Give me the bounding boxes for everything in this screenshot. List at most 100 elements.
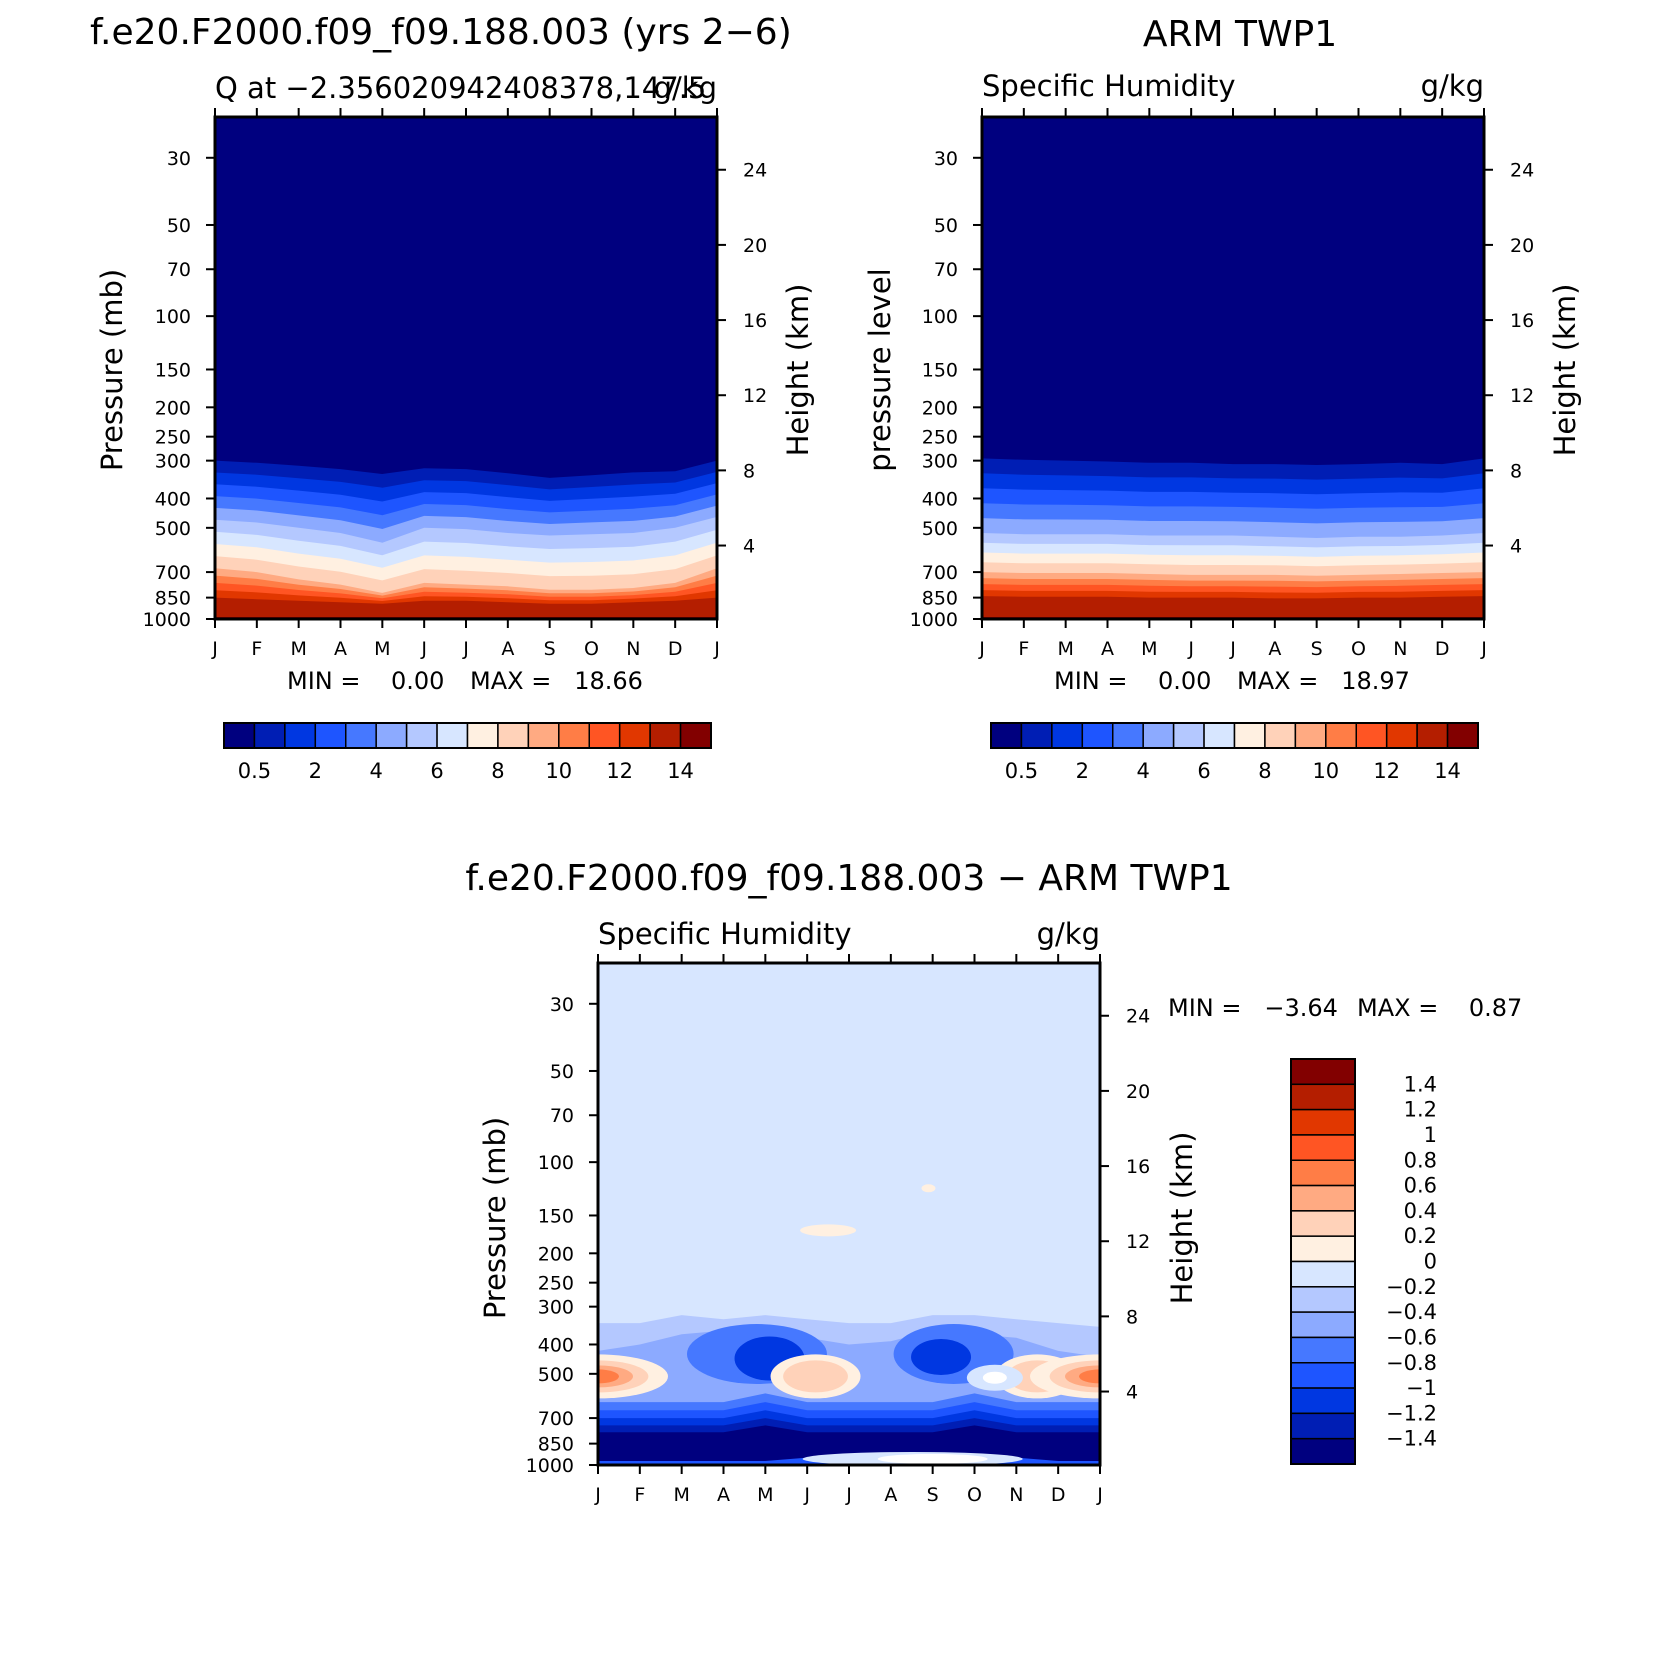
panel-diff-max-text: MAX = 0.87 (1357, 994, 1522, 1022)
panel-obs-height-tick-label: 24 (1510, 160, 1534, 182)
panel-diff-colorbar-box (1290, 1184, 1356, 1212)
panel-obs-ytick-label: 200 (922, 397, 958, 419)
panel-model-xtick-label: M (290, 638, 306, 660)
panel-obs-colorbar-box (1264, 722, 1297, 749)
panel-model-colorbar-box (527, 722, 560, 749)
panel-obs-xtick-label: A (1268, 638, 1281, 660)
panel-model-height-tick-label: 16 (743, 310, 767, 332)
panel-model-height-tick-label: 24 (743, 160, 767, 182)
panel-diff-blob (911, 1339, 972, 1376)
panel-obs-xtick-label: J (978, 638, 985, 660)
panel-model-colorbar-box (314, 722, 347, 749)
panel-model-xtick-label: F (251, 638, 262, 660)
panel-diff-min-text: MIN = −3.64 (1168, 994, 1338, 1022)
panel-model-colorbar-box (405, 722, 438, 749)
panel-diff-colorbar-label: 0.2 (1404, 1224, 1437, 1248)
panel-obs-colorbar-box (1172, 722, 1205, 749)
panel-model-colorbar-box (466, 722, 499, 749)
panel-obs-subtitle-right: g/kg (1421, 69, 1484, 103)
panel-obs-colorbar-box (1416, 722, 1449, 749)
panel-diff-height-tick-label: 8 (1126, 1306, 1138, 1328)
panel-model-colorbar-box (436, 722, 469, 749)
panel-model-ytick-label: 850 (155, 588, 191, 610)
panel-obs-ytick-label: 250 (922, 427, 958, 449)
panel-diff-colorbar-box (1290, 1336, 1356, 1364)
panel-obs-colorbar-box (1020, 722, 1053, 749)
panel-diff-colorbar-box (1290, 1235, 1356, 1263)
panel-obs-colorbar: 0.5 2 4 6 8 10 12 14 (990, 722, 1479, 783)
panel-obs-colorbar-box (1385, 722, 1418, 749)
panel-obs-min-text: MIN = 0.00 (1054, 667, 1211, 695)
panel-model-ytick-label: 150 (155, 359, 191, 381)
panel-model-colorbar-label: 4 (370, 759, 383, 783)
panel-model-colorbar-box (649, 722, 682, 749)
panel-diff-xtick-label: J (594, 1484, 601, 1506)
panel-diff-colorbar-label: 1.2 (1404, 1098, 1437, 1122)
panel-obs-height-tick-label: 16 (1510, 310, 1534, 332)
panel-diff-subtitle-left: Specific Humidity (598, 917, 852, 951)
panel-model-xtick-label: A (501, 638, 514, 660)
panel-model: f.e20.F2000.f09_f09.188.003 (yrs 2−6) Q … (90, 12, 815, 783)
panel-model-colorbar-box (223, 722, 256, 749)
panel-obs-xtick-label: S (1311, 638, 1323, 660)
panel-diff-colorbar-label: 1.4 (1404, 1072, 1437, 1096)
panel-obs-ytick-label: 300 (922, 451, 958, 473)
panel-obs: ARM TWP1 Specific Humidity g/kg J F M A M J J A… (863, 14, 1582, 783)
panel-model-min-text: MIN = 0.00 (287, 667, 444, 695)
panel-obs-colorbar-label: 4 (1137, 759, 1150, 783)
panel-obs-ytick-label: 850 (922, 588, 958, 610)
panel-diff-xtick-label: J (803, 1484, 810, 1506)
panel-diff-ytick-label: 850 (538, 1434, 574, 1456)
panel-obs-ytick-label: 150 (922, 359, 958, 381)
panel-diff-ytick-label: 300 (538, 1297, 574, 1319)
panel-diff-blob (800, 1224, 857, 1237)
panel-model-height-tick-label: 4 (743, 536, 755, 558)
panel-diff-colorbar-label: −0.2 (1386, 1275, 1437, 1299)
panel-model-band (215, 597, 717, 619)
panel-obs-colorbar-box (1051, 722, 1084, 749)
panel-diff-ytick-label: 500 (538, 1364, 574, 1386)
panel-diff-xtick-label: A (717, 1484, 730, 1506)
panel-model-xtick-label: J (713, 638, 720, 660)
panel-model-ytick-label: 400 (155, 488, 191, 510)
panel-obs-band (982, 596, 1484, 619)
panel-model-colorbar-label: 10 (545, 759, 572, 783)
panel-model-colorbar-box (497, 722, 530, 749)
panel-obs-xtick-label: M (1141, 638, 1157, 660)
panel-diff-colorbar-label: −0.8 (1386, 1351, 1437, 1375)
panel-model-contour-fill (215, 117, 717, 619)
panel-model-colorbar-box (253, 722, 286, 749)
panel-obs-colorbar-box (1233, 722, 1266, 749)
panel-obs-title: ARM TWP1 (1143, 14, 1337, 55)
panel-model-colorbar-label: 12 (606, 759, 633, 783)
panel-diff-xtick-label: J (1096, 1484, 1103, 1506)
panel-model-subtitle-right: g/kg (654, 71, 717, 105)
panel-diff-colorbar-label: −1.2 (1386, 1401, 1437, 1425)
panel-model-colorbar-box (345, 722, 377, 749)
panel-obs-xtick-label: J (1480, 638, 1487, 660)
panel-obs-colorbar-label: 8 (1258, 759, 1271, 783)
panel-model-colorbar-box (588, 722, 621, 749)
panel-obs-max-text: MAX = 18.97 (1237, 667, 1410, 695)
panel-obs-colorbar-label: 2 (1076, 759, 1089, 783)
panel-model-colorbar-box (618, 722, 651, 749)
panel-obs-colorbar-label: 0.5 (1005, 759, 1038, 783)
panel-model-subtitle-left: Q at −2.356020942408378,147.5 (215, 71, 706, 105)
panel-diff-ytick-label: 30 (550, 994, 574, 1016)
panel-model-colorbar-box (558, 722, 590, 749)
panel-obs-colorbar-frame (990, 722, 1479, 749)
panel-diff: f.e20.F2000.f09_f09.188.003 − ARM TWP1 S… (465, 858, 1522, 1506)
panel-diff-colorbar-label: −1 (1406, 1376, 1437, 1400)
panel-diff-colorbar-box (1290, 1134, 1356, 1161)
panel-obs-ytick-label: 400 (922, 488, 958, 510)
panel-diff-colorbar-label: −0.6 (1386, 1325, 1437, 1349)
panel-diff-xtick-label: N (1009, 1484, 1023, 1506)
panel-model-colorbar-label: 8 (491, 759, 504, 783)
panel-diff-ytick-label: 100 (538, 1152, 574, 1174)
panel-model-xtick-label: J (211, 638, 218, 660)
panel-obs-colorbar-label: 6 (1197, 759, 1210, 783)
panel-obs-subtitle-left: Specific Humidity (982, 69, 1236, 103)
panel-model-colorbar-box (679, 722, 712, 749)
panel-model-ytick-label: 700 (155, 562, 191, 584)
panel-diff-colorbar-box (1290, 1159, 1356, 1187)
